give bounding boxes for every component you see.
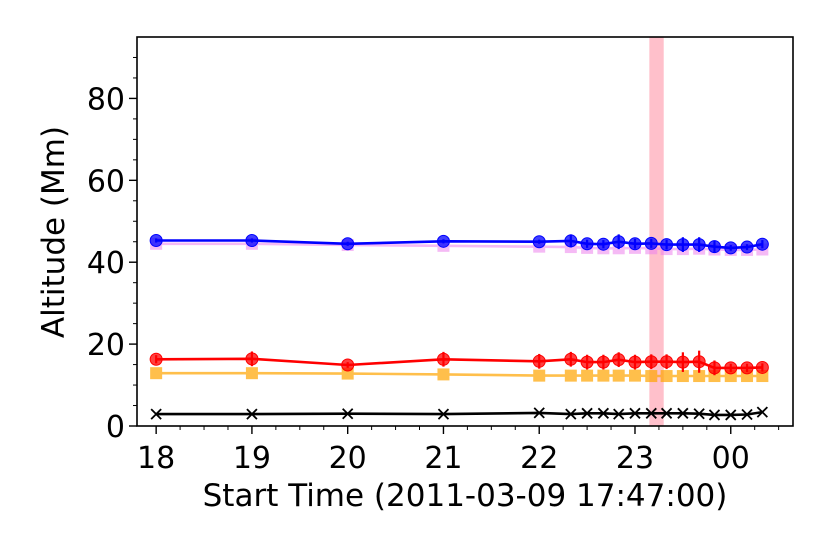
highlight-band	[649, 37, 664, 426]
data-point	[246, 408, 258, 420]
data-point	[245, 234, 259, 248]
series-layer	[149, 234, 769, 421]
x-tick-label: 23	[616, 441, 654, 476]
data-point	[612, 235, 626, 249]
data-point	[245, 352, 259, 366]
data-point	[724, 361, 738, 375]
series-3	[149, 350, 769, 376]
data-point	[533, 407, 545, 419]
x-tick-label: 19	[233, 441, 271, 476]
data-point	[612, 369, 625, 382]
data-point	[437, 408, 450, 420]
data-point	[724, 241, 738, 255]
data-point	[596, 237, 610, 251]
data-point	[437, 368, 450, 381]
data-point	[692, 238, 706, 252]
data-point	[645, 407, 657, 419]
data-point	[707, 240, 721, 254]
y-tick-label: 40	[87, 246, 125, 281]
data-point	[628, 355, 642, 369]
data-point	[581, 369, 594, 382]
data-point	[676, 370, 689, 383]
data-point	[150, 367, 163, 380]
data-point	[342, 408, 354, 420]
data-point	[692, 355, 706, 369]
data-point	[597, 407, 610, 419]
data-point	[741, 408, 753, 421]
data-point	[644, 236, 658, 250]
data-point	[740, 361, 754, 375]
data-point	[644, 355, 658, 369]
data-point	[436, 352, 450, 366]
data-point	[596, 355, 610, 369]
data-point	[755, 237, 769, 251]
data-point	[612, 353, 626, 367]
data-point	[708, 409, 721, 421]
data-point	[676, 355, 690, 369]
data-point	[436, 234, 450, 248]
y-tick-label: 0	[106, 410, 125, 445]
data-point	[755, 360, 769, 374]
data-point	[341, 358, 355, 372]
data-point	[580, 355, 594, 369]
data-point	[564, 352, 578, 366]
data-point	[581, 407, 593, 419]
data-point	[676, 238, 690, 252]
data-point	[245, 367, 258, 380]
data-point	[564, 369, 577, 382]
data-point	[533, 369, 546, 382]
highlight-band-layer	[649, 37, 664, 426]
y-tick-label: 80	[87, 82, 125, 117]
data-point	[660, 407, 673, 419]
data-point	[645, 370, 658, 383]
data-point	[564, 234, 578, 248]
data-point	[660, 370, 673, 383]
y-tick-label: 20	[87, 328, 125, 363]
data-point	[693, 408, 705, 420]
data-point	[660, 355, 674, 369]
x-tick-label: 21	[424, 441, 462, 476]
data-point	[149, 234, 163, 248]
data-point	[565, 408, 577, 420]
data-point	[597, 369, 610, 382]
data-point	[677, 407, 689, 419]
series-2	[150, 367, 769, 383]
data-point	[660, 238, 674, 252]
x-tick-label: 20	[329, 441, 367, 476]
series-4	[150, 406, 768, 421]
series-1	[149, 234, 769, 255]
data-point	[629, 407, 641, 419]
y-tick-label: 60	[87, 164, 125, 199]
x-tick-label: 00	[712, 441, 750, 476]
y-axis-title: Altitude (Mm)	[36, 126, 72, 338]
plot-frame	[136, 36, 794, 427]
data-point	[756, 406, 768, 418]
series-line	[156, 410, 763, 417]
data-point	[707, 361, 721, 375]
data-point	[628, 237, 642, 251]
data-point	[150, 408, 162, 420]
data-point	[532, 235, 546, 249]
data-point	[613, 408, 625, 420]
data-point	[532, 354, 546, 368]
data-point	[628, 369, 641, 382]
data-point	[580, 237, 594, 251]
data-point	[725, 409, 737, 421]
data-point	[341, 237, 355, 251]
data-point	[740, 240, 754, 254]
data-point	[149, 352, 163, 366]
x-axis-title: Start Time (2011-03-09 17:47:00)	[203, 478, 728, 514]
x-tick-label: 18	[137, 441, 175, 476]
x-tick-label: 22	[520, 441, 558, 476]
data-point	[693, 370, 706, 383]
